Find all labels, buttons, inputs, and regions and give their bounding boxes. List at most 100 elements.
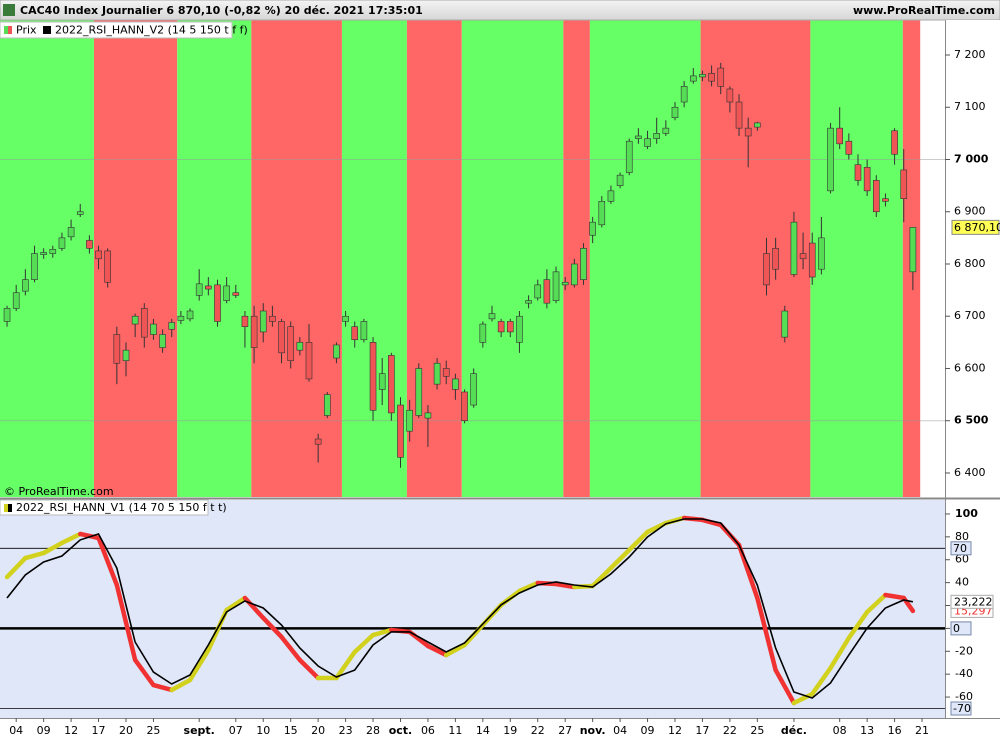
rsi-segment (169, 677, 193, 693)
x-tick-label: 07 (229, 724, 243, 737)
candle-body (543, 279, 551, 304)
rsi-segment (114, 582, 138, 663)
candle-body (3, 308, 11, 322)
candle-body (113, 334, 121, 364)
y-tick-label: 6 700 (954, 309, 986, 322)
last-price-label: 6 870,10 (954, 221, 1000, 234)
candle-body (360, 321, 368, 341)
candle-body (598, 200, 606, 226)
candle-body (726, 88, 734, 103)
x-tick-label: 13 (860, 724, 874, 737)
x-tick-label: 22 (531, 724, 545, 737)
candle-body (287, 326, 294, 361)
rsi-segment (864, 592, 888, 615)
candle-body (891, 130, 898, 155)
x-tick-label: oct. (389, 724, 413, 737)
candle-body (882, 198, 889, 202)
regime-band (251, 20, 342, 497)
candle-body (31, 253, 38, 280)
y-tick-label: 6 400 (954, 466, 986, 479)
x-tick-label: 04 (9, 724, 23, 737)
plot-layer (0, 20, 1000, 718)
candle-body (205, 285, 212, 290)
x-axis-band (0, 719, 1000, 740)
regime-band (0, 20, 94, 497)
candle-body (131, 315, 139, 325)
rsi-segment (96, 535, 120, 588)
rsi-segment (77, 531, 101, 541)
rsi-segment (553, 581, 577, 590)
regime-band (341, 20, 407, 497)
candle-body (269, 315, 276, 322)
indicator-swatch (4, 504, 8, 512)
x-tick-label: 14 (476, 724, 490, 737)
y-tick-label: -40 (955, 667, 973, 680)
candle-body (223, 285, 230, 301)
candle-body (689, 75, 697, 82)
candle-body (607, 190, 615, 202)
rsi-segment (809, 665, 833, 697)
candle-body (534, 284, 542, 299)
regime-band (461, 20, 564, 497)
candle-body (323, 394, 331, 416)
candle-body (397, 404, 404, 458)
indicator-panel (0, 500, 945, 718)
candle-body (40, 252, 47, 255)
candle-body (699, 74, 706, 78)
candle-body (259, 310, 267, 333)
x-tick-label: 10 (256, 724, 270, 737)
rsi-segment (828, 635, 852, 671)
candle-body (680, 86, 688, 103)
candle-body (552, 271, 560, 301)
rsi-segment (736, 542, 760, 601)
y-tick-label: 6 600 (954, 361, 986, 374)
candle-body (708, 72, 715, 82)
candle-body (790, 221, 798, 275)
rsi-segment (370, 627, 394, 638)
rsi-segment (297, 657, 321, 681)
rsi-segment (260, 615, 284, 640)
rsi-segment (151, 682, 174, 693)
legend-entry[interactable]: Prix (16, 24, 37, 37)
candle-body (525, 300, 532, 304)
candle-body (296, 342, 304, 351)
rsi-segment (242, 595, 266, 621)
x-tick-label: 15 (284, 724, 298, 737)
rsi-segment (517, 580, 540, 594)
rsi-segment (608, 547, 632, 571)
candle-body (900, 169, 908, 199)
candle-body (86, 240, 93, 249)
candle-body (717, 67, 725, 87)
indicator-title[interactable]: 2022_RSI_HANN_V1 (14 70 5 150 f t t) (16, 501, 227, 514)
y-tick-label: 80 (955, 530, 969, 543)
x-tick-label: 16 (888, 724, 902, 737)
x-tick-label: 25 (146, 724, 160, 737)
candle-body (186, 310, 194, 320)
legend-entry[interactable]: 2022_RSI_HANN_V2 (14 5 150 t f f) (55, 24, 248, 37)
rsi-segment (59, 531, 83, 546)
candle-body (497, 321, 505, 333)
x-tick-label: 09 (641, 724, 655, 737)
x-tick-label: 17 (92, 724, 106, 737)
candle-body (653, 133, 660, 139)
candle-body (351, 326, 359, 341)
legend-swatch (4, 26, 8, 34)
site-link[interactable]: www.ProRealTime.com (853, 4, 995, 17)
candle-body (452, 378, 459, 390)
candle-body (488, 313, 496, 320)
legend-swatch (43, 26, 51, 34)
x-tick-label: 08 (833, 724, 847, 737)
level-label: 70 (953, 542, 967, 555)
rsi-segment (645, 520, 669, 535)
candle-body (818, 237, 825, 270)
x-tick-label: nov. (580, 724, 606, 737)
candle-body (433, 362, 441, 385)
indicator-swatch (8, 504, 12, 512)
rsi-segment (590, 565, 614, 589)
y-tick-label: -20 (955, 644, 973, 657)
x-tick-label: 04 (613, 724, 627, 737)
x-tick-label: 20 (119, 724, 133, 737)
candle-body (168, 322, 176, 330)
rsi-segment (755, 595, 778, 673)
